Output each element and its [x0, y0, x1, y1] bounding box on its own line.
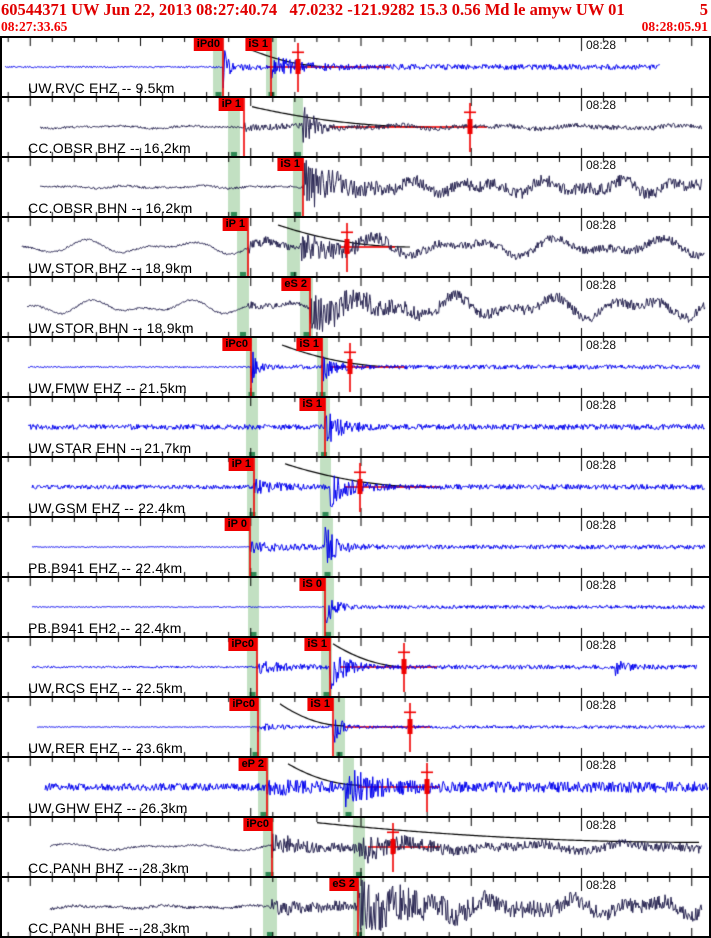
- minute-label: 08:28: [586, 98, 617, 112]
- pick-flag[interactable]: eS 2: [329, 878, 358, 891]
- pick-flag[interactable]: eP 2: [238, 758, 267, 771]
- trace-row[interactable]: UW.RVC EHZ -- 9.5km 08:28 iPd0 iS 1: [2, 36, 709, 96]
- pick-flag[interactable]: iP 1: [228, 458, 254, 471]
- waveform-canvas[interactable]: [2, 398, 709, 456]
- station-label: CC.PANH BHZ -- 28.3km: [28, 860, 190, 876]
- pick-flag[interactable]: iPc0: [243, 818, 272, 831]
- pick-flag[interactable]: iS 1: [245, 38, 271, 51]
- minute-label: 08:28: [586, 878, 617, 892]
- minute-label: 08:28: [586, 758, 617, 772]
- pick-flag[interactable]: iS 1: [277, 158, 303, 171]
- waveform-canvas[interactable]: [2, 278, 709, 336]
- trace-row[interactable]: UW.STOR BHN -- 18.9km 08:28 eS 2: [2, 276, 709, 336]
- trace-row[interactable]: CC.PANH BHZ -- 28.3km 08:28 iPc0: [2, 816, 709, 876]
- minute-label: 08:28: [586, 218, 617, 232]
- pick-flag[interactable]: iS 1: [304, 638, 330, 651]
- minute-label: 08:28: [586, 158, 617, 172]
- pick-flag[interactable]: iPd0: [193, 38, 223, 51]
- trace-row[interactable]: CC.OBSR BHZ -- 16.2km 08:28 iP 1: [2, 96, 709, 156]
- trace-row[interactable]: PB.B941 EH2 -- 22.4km 08:28 iS 0: [2, 576, 709, 636]
- pick-flag[interactable]: iP 1: [218, 98, 244, 111]
- pick-flag[interactable]: iP 1: [222, 218, 248, 231]
- station-label: UW.RER EHZ -- 23.6km: [28, 740, 183, 756]
- pick-flag[interactable]: iS 1: [299, 398, 325, 411]
- trace-row[interactable]: UW.STAR EHN -- 21.7km 08:28 iS 1: [2, 396, 709, 456]
- minute-label: 08:28: [586, 278, 617, 292]
- trace-row[interactable]: CC.OBSR BHN -- 16.2km 08:28 iS 1: [2, 156, 709, 216]
- station-label: CC.OBSR BHZ -- 16.2km: [28, 140, 191, 156]
- time-range-line: 08:27:33.65 08:28:05.91: [0, 19, 711, 35]
- waveform-canvas[interactable]: [2, 158, 709, 216]
- minute-label: 08:28: [586, 638, 617, 652]
- station-label: UW.STOR BHN -- 18.9km: [28, 320, 194, 336]
- station-label: PB.B941 EHZ -- 22.4km: [28, 560, 183, 576]
- waveform-canvas[interactable]: [2, 758, 709, 816]
- station-label: UW.STAR EHN -- 21.7km: [28, 440, 192, 456]
- station-label: CC.PANH BHE -- 28.3km: [28, 920, 190, 936]
- waveform-canvas[interactable]: [2, 638, 709, 696]
- waveform-canvas[interactable]: [2, 818, 709, 876]
- pick-flag[interactable]: iS 1: [307, 698, 333, 711]
- station-label: UW.GHW EHZ -- 26.3km: [28, 800, 188, 816]
- pick-flag[interactable]: iPc0: [222, 338, 251, 351]
- minute-label: 08:28: [586, 458, 617, 472]
- waveform-canvas[interactable]: [2, 458, 709, 516]
- trace-row[interactable]: UW.RER EHZ -- 23.6km 08:28 iPc0 iS 1: [2, 696, 709, 756]
- station-label: CC.OBSR BHN -- 16.2km: [28, 200, 193, 216]
- waveform-canvas[interactable]: [2, 218, 709, 276]
- window-start-time: 08:27:33.65: [1, 19, 68, 34]
- trace-row[interactable]: UW.STOR BHZ -- 18.9km 08:28 iP 1: [2, 216, 709, 276]
- waveform-canvas[interactable]: [2, 98, 709, 156]
- trace-row[interactable]: PB.B941 EHZ -- 22.4km 08:28 iP 0: [2, 516, 709, 576]
- waveform-canvas[interactable]: [2, 518, 709, 576]
- event-title-right: 5: [699, 0, 708, 19]
- waveform-canvas[interactable]: [2, 38, 709, 96]
- pick-flag[interactable]: iP 0: [224, 518, 250, 531]
- minute-label: 08:28: [586, 578, 617, 592]
- minute-label: 08:28: [586, 38, 617, 52]
- event-title-line: 60544371 UW Jun 22, 2013 08:27:40.74 47.…: [0, 0, 711, 19]
- minute-label: 08:28: [586, 338, 617, 352]
- header: 60544371 UW Jun 22, 2013 08:27:40.74 47.…: [0, 0, 711, 36]
- station-label: UW.STOR BHZ -- 18.9km: [28, 260, 193, 276]
- minute-label: 08:28: [586, 398, 617, 412]
- trace-row[interactable]: UW.GSM EHZ -- 22.4km 08:28 iP 1: [2, 456, 709, 516]
- trace-row[interactable]: CC.PANH BHE -- 28.3km 08:28 eS 2: [2, 876, 709, 936]
- window-end-time: 08:28:05.91: [641, 19, 708, 34]
- station-label: UW.GSM EHZ -- 22.4km: [28, 500, 186, 516]
- waveform-canvas[interactable]: [2, 578, 709, 636]
- event-title: 60544371 UW Jun 22, 2013 08:27:40.74 47.…: [1, 0, 625, 19]
- pick-flag[interactable]: iPc0: [229, 698, 258, 711]
- station-label: UW.RCS EHZ -- 22.5km: [28, 680, 183, 696]
- station-label: PB.B941 EH2 -- 22.4km: [28, 620, 182, 636]
- minute-label: 08:28: [586, 518, 617, 532]
- minute-label: 08:28: [586, 818, 617, 832]
- pick-flag[interactable]: iS 0: [299, 578, 325, 591]
- trace-row[interactable]: UW.RCS EHZ -- 22.5km 08:28 iPc0 iS 1: [2, 636, 709, 696]
- waveform-canvas[interactable]: [2, 698, 709, 756]
- trace-row[interactable]: UW.FMW EHZ -- 21.5km 08:28 iPc0 iS 1: [2, 336, 709, 396]
- pick-flag[interactable]: eS 2: [281, 278, 310, 291]
- trace-panel: UW.RVC EHZ -- 9.5km 08:28 iPd0 iS 1 CC.OB…: [0, 36, 711, 938]
- waveform-canvas[interactable]: [2, 338, 709, 396]
- pick-flag[interactable]: iPc0: [228, 638, 257, 651]
- minute-label: 08:28: [586, 698, 617, 712]
- pick-flag[interactable]: iS 1: [296, 338, 322, 351]
- station-label: UW.RVC EHZ -- 9.5km: [28, 80, 175, 96]
- station-label: UW.FMW EHZ -- 21.5km: [28, 380, 187, 396]
- trace-row[interactable]: UW.GHW EHZ -- 26.3km 08:28 eP 2: [2, 756, 709, 816]
